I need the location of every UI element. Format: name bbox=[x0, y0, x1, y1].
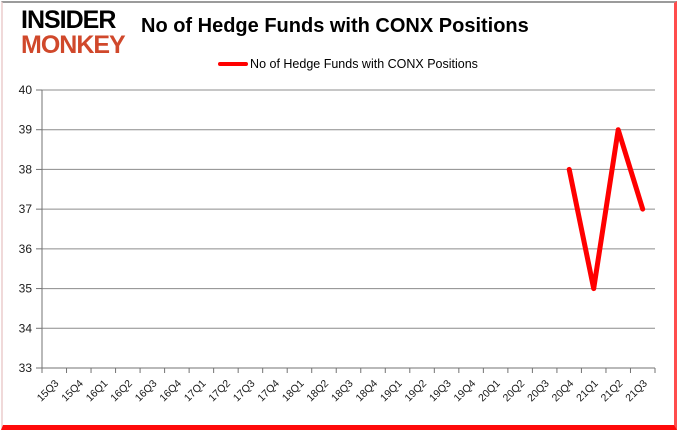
x-tick-label: 16Q4 bbox=[157, 378, 184, 405]
x-tick-label: 19Q1 bbox=[378, 378, 405, 405]
x-tick-label: 18Q3 bbox=[329, 378, 356, 405]
x-tick-label: 17Q2 bbox=[206, 378, 233, 405]
y-tick-label: 40 bbox=[19, 83, 33, 97]
x-tick-label: 20Q2 bbox=[501, 378, 528, 405]
logo-text-insider: INSIDER bbox=[21, 6, 116, 34]
x-tick-label: 21Q1 bbox=[574, 378, 601, 405]
logo-text-monkey: MONKEY bbox=[21, 30, 126, 59]
x-tick-label: 18Q1 bbox=[280, 378, 307, 405]
insider-monkey-logo: INSIDER MONKEY bbox=[21, 6, 126, 59]
x-tick-label: 19Q3 bbox=[427, 378, 454, 405]
x-tick-label: 16Q2 bbox=[108, 378, 135, 405]
x-tick-label: 19Q2 bbox=[403, 378, 430, 405]
y-tick-label: 37 bbox=[19, 202, 33, 216]
data-line bbox=[566, 127, 646, 292]
chart-title: No of Hedge Funds with CONX Positions bbox=[141, 15, 529, 37]
x-tick-label: 18Q2 bbox=[304, 378, 331, 405]
x-tick-label: 20Q4 bbox=[550, 378, 577, 405]
y-tick-label: 36 bbox=[19, 242, 33, 256]
legend-line-swatch bbox=[218, 61, 249, 67]
x-tick-label: 17Q4 bbox=[255, 378, 282, 405]
x-tick-label: 19Q4 bbox=[452, 378, 479, 405]
y-tick-label: 35 bbox=[19, 282, 33, 296]
x-tick-label: 15Q3 bbox=[35, 378, 62, 405]
x-tick-label: 18Q4 bbox=[353, 378, 380, 405]
x-tick-label: 16Q1 bbox=[84, 378, 111, 405]
legend: No of Hedge Funds with CONX Positions bbox=[0, 56, 678, 72]
x-tick-label: 17Q1 bbox=[182, 378, 209, 405]
x-tick-label: 15Q4 bbox=[59, 378, 86, 405]
x-tick-label: 20Q1 bbox=[476, 378, 503, 405]
x-tick-label: 16Q3 bbox=[133, 378, 160, 405]
x-tick-label: 21Q2 bbox=[599, 378, 626, 405]
y-tick-label: 34 bbox=[19, 321, 33, 335]
x-tick-label: 20Q3 bbox=[525, 378, 552, 405]
y-tick-label: 33 bbox=[19, 361, 33, 375]
legend-label: No of Hedge Funds with CONX Positions bbox=[250, 57, 478, 71]
x-tick-label: 17Q3 bbox=[231, 378, 258, 405]
y-tick-label: 39 bbox=[19, 123, 33, 137]
y-tick-label: 38 bbox=[19, 162, 33, 176]
x-tick-label: 21Q3 bbox=[623, 378, 650, 405]
